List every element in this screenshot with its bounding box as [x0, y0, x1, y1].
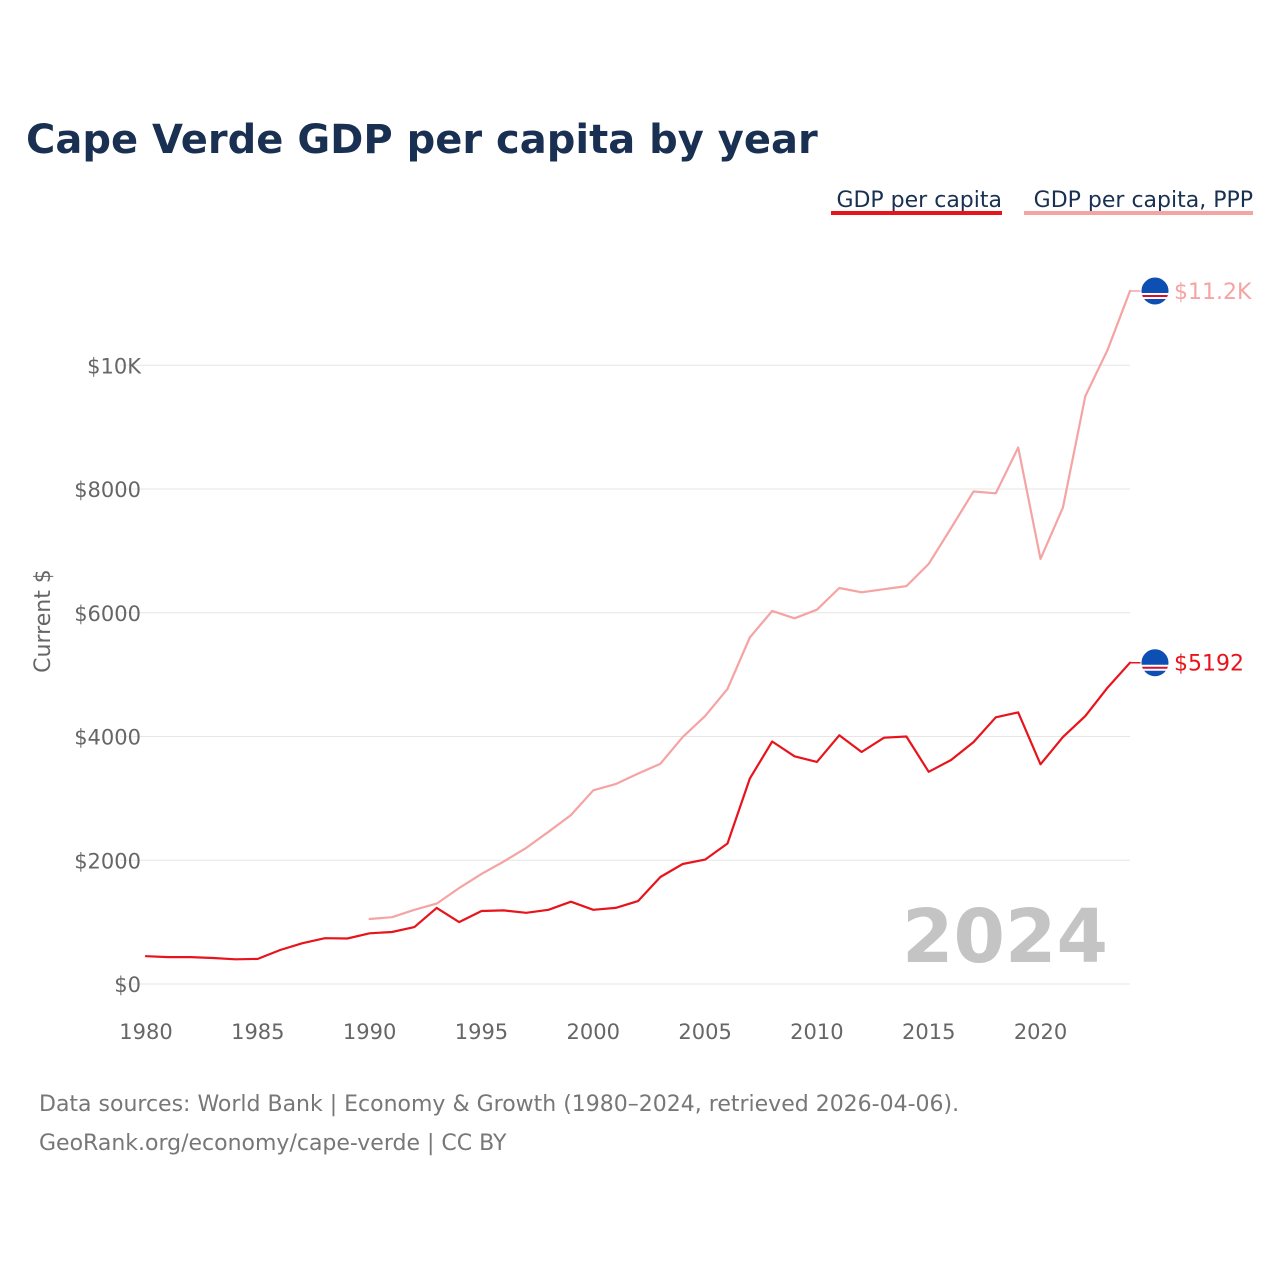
- y-tick-label: $0: [114, 973, 141, 997]
- legend-item-gdp-per-capita-ppp[interactable]: GDP per capita, PPP: [1024, 188, 1253, 215]
- cape-verde-flag-icon: [1140, 648, 1170, 678]
- y-tick-label: $8000: [74, 478, 141, 502]
- x-axis-ticks: 1980 1985 1990 1995 2000 2005 2010 2015 2020: [119, 1020, 1067, 1044]
- x-tick-label: 2020: [1014, 1020, 1067, 1044]
- x-tick-label: 1980: [119, 1020, 172, 1044]
- cape-verde-flag-icon: [1140, 276, 1170, 306]
- y-axis-label: Current $: [31, 569, 56, 673]
- end-value-label-gdp-per-capita-ppp: $11.2K: [1174, 280, 1252, 305]
- x-tick-label: 2010: [790, 1020, 843, 1044]
- y-axis-ticks: $0 $2000 $4000 $6000 $8000 $10K: [74, 354, 142, 997]
- series-line-gdp-per-capita-ppp: [368, 289, 1132, 921]
- y-tick-label: $10K: [87, 354, 142, 378]
- chart-title: Cape Verde GDP per capita by year: [26, 117, 818, 163]
- source-line-1: Data sources: World Bank | Economy & Gro…: [39, 1092, 959, 1117]
- legend-swatch-gdp-per-capita: [831, 211, 1002, 215]
- x-tick-label: 1985: [231, 1020, 284, 1044]
- current-year-watermark: 2024: [902, 894, 1108, 980]
- source-line-2: GeoRank.org/economy/cape-verde | CC BY: [39, 1131, 507, 1156]
- end-markers: $5192 $11.2K: [1130, 276, 1252, 678]
- gridlines: [120, 364, 1130, 985]
- series-lines: [144, 289, 1132, 961]
- legend-swatch-gdp-per-capita-ppp: [1024, 211, 1253, 215]
- y-tick-label: $2000: [74, 849, 141, 873]
- legend-item-gdp-per-capita[interactable]: GDP per capita: [831, 188, 1002, 215]
- legend-label-gdp-per-capita: GDP per capita: [836, 188, 1002, 213]
- legend: GDP per capita GDP per capita, PPP: [831, 188, 1253, 215]
- legend-label-gdp-per-capita-ppp: GDP per capita, PPP: [1034, 188, 1253, 213]
- y-tick-label: $6000: [74, 602, 141, 626]
- series-line-gdp-per-capita: [144, 661, 1132, 961]
- x-tick-label: 1990: [343, 1020, 396, 1044]
- x-tick-label: 2000: [567, 1020, 620, 1044]
- end-value-label-gdp-per-capita: $5192: [1174, 652, 1244, 677]
- y-tick-label: $4000: [74, 726, 141, 750]
- x-tick-label: 2015: [902, 1020, 955, 1044]
- x-tick-label: 1995: [455, 1020, 508, 1044]
- x-tick-label: 2005: [678, 1020, 731, 1044]
